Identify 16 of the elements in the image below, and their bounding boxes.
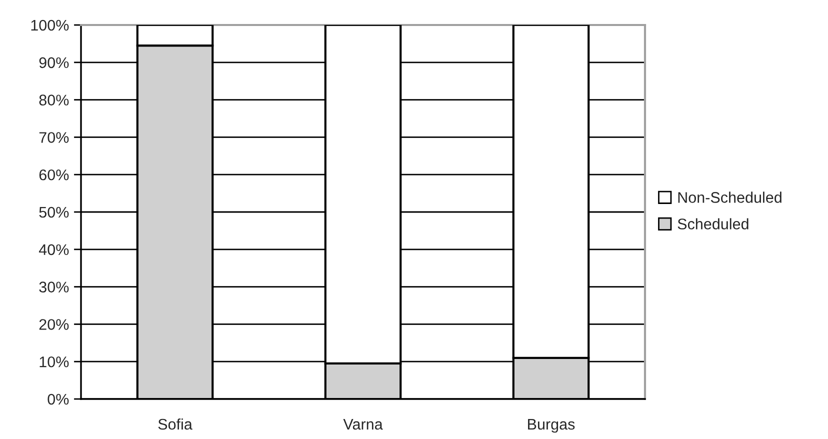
- y-tick-label: 60%: [39, 169, 69, 180]
- y-tick-label: 70%: [39, 132, 69, 143]
- legend-label: Scheduled: [678, 218, 748, 230]
- x-tick-label: Sofia: [158, 418, 192, 430]
- y-tick-label: 80%: [39, 94, 69, 106]
- y-tick-label: 40%: [38, 244, 69, 256]
- x-tick-label: Varna: [343, 419, 383, 430]
- y-tick-label: 30%: [39, 282, 69, 292]
- x-tick-label: Burgas: [528, 419, 575, 433]
- y-tick-label: 20%: [39, 319, 69, 330]
- y-tick-label: 10%: [40, 356, 69, 368]
- y-tick-label: 0%: [48, 394, 69, 405]
- y-tick-label: 50%: [39, 206, 69, 218]
- y-tick-label: 100%: [31, 20, 69, 31]
- y-tick-label: 90%: [39, 57, 69, 68]
- legend-label: Non-Scheduled: [678, 192, 782, 203]
